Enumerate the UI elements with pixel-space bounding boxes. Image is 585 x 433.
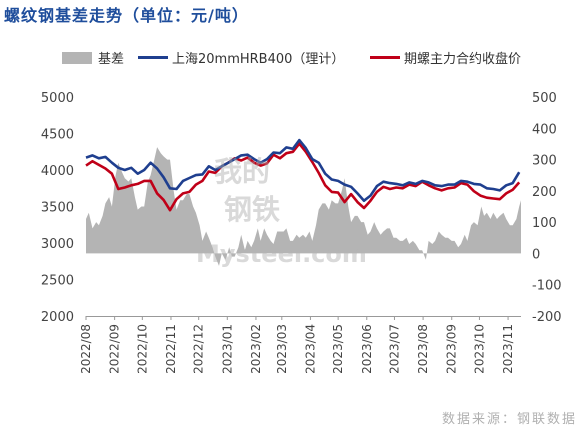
source-note: 数据来源：钢联数据	[441, 412, 577, 427]
legend-futures-label: 期螺主力合约收盘价	[404, 52, 522, 67]
legend-spot: 上海20mmHRB400（理计）	[138, 48, 344, 67]
legend-futures-swatch	[370, 56, 400, 59]
y-right-tick-label: 300	[532, 154, 557, 169]
legend-basis: 基差	[62, 48, 124, 67]
x-tick-label: 2022/08	[79, 324, 93, 374]
chart-title: 螺纹钢基差走势（单位：元/吨）	[4, 6, 249, 25]
y-right-tick-label: 400	[532, 122, 557, 137]
x-tick-label: 2023/02	[249, 324, 263, 374]
x-tick-label: 2023/05	[331, 324, 345, 374]
watermark-en: Mysteel.com	[196, 240, 367, 268]
x-tick-label: 2023/01	[220, 324, 234, 374]
legend-basis-label: 基差	[98, 52, 125, 67]
series-spot-line	[85, 138, 521, 202]
x-tick-label: 2022/10	[135, 324, 149, 374]
series-futures-line	[85, 142, 521, 212]
x-tick-label: 2022/11	[164, 324, 178, 374]
legend-basis-swatch	[62, 51, 92, 64]
legend-spot-label: 上海20mmHRB400（理计）	[172, 52, 345, 67]
legend-spot-swatch	[138, 56, 168, 59]
watermark-cn-top: 我的	[214, 155, 271, 188]
y-right-tick-label: 200	[532, 185, 557, 200]
y-left-tick-label: 4500	[41, 128, 74, 143]
y-right-tick-label: -200	[532, 310, 562, 325]
x-tick-label: 2023/09	[445, 324, 459, 374]
y-left-tick-label: 3500	[41, 201, 74, 216]
y-left-tick-label: 2500	[41, 274, 74, 289]
x-tick-label: 2023/07	[388, 324, 402, 374]
x-tick-label: 2022/09	[108, 324, 122, 374]
x-tick-label: 2023/06	[360, 324, 374, 374]
watermark-cn-bottom: 钢铁	[224, 193, 281, 226]
x-tick-label: 2023/03	[275, 324, 289, 374]
y-right-tick-label: 500	[532, 91, 557, 106]
x-tick-label: 2023/10	[472, 324, 486, 374]
y-right-tick-label: 0	[532, 247, 540, 262]
series-basis-area	[86, 147, 521, 266]
y-left-tick-label: 2000	[41, 310, 74, 325]
x-tick-label: 2023/08	[416, 324, 430, 374]
y-right-tick-label: -100	[532, 279, 562, 294]
x-tick-label: 2023/11	[501, 324, 515, 374]
x-tick-label: 2023/04	[303, 324, 317, 374]
x-tick-label: 2022/12	[192, 324, 206, 374]
y-left-tick-label: 3000	[41, 237, 74, 252]
y-right-tick-label: 100	[532, 216, 557, 231]
legend-futures: 期螺主力合约收盘价	[370, 48, 521, 67]
y-left-tick-label: 5000	[41, 91, 74, 106]
y-left-tick-label: 4000	[41, 164, 74, 179]
